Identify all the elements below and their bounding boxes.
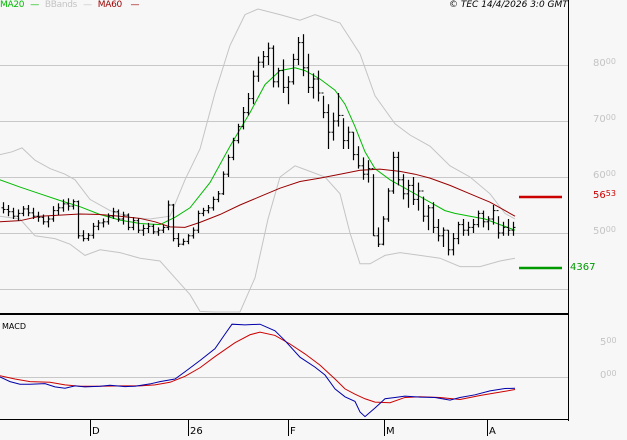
bollinger-bands	[0, 8, 516, 313]
time-tick-label: 26	[190, 426, 203, 437]
price-tick-label: 5000	[593, 225, 616, 237]
moving-averages	[0, 67, 516, 231]
macd-tick-label: 000	[600, 369, 617, 381]
price-tick-label: 7000	[593, 113, 616, 125]
resistance-label: 5653	[593, 189, 616, 201]
macd-tick-label: 500	[600, 336, 617, 348]
time-tick-label: D	[92, 426, 100, 437]
price-tick-label: 8000	[593, 57, 616, 69]
price-grid-lines	[0, 65, 568, 290]
price-ohlc-bars	[1, 34, 516, 256]
legend: MA20— BBands — MA60 —	[0, 0, 145, 11]
macd-lines	[0, 323, 516, 418]
copyright-timestamp: © TEC 14/4/2026 3:0 GMT	[449, 0, 568, 10]
time-tick-label: A	[489, 426, 496, 437]
time-tick-label: F	[290, 426, 296, 437]
time-axis-ticks	[90, 420, 488, 436]
price-tick-label: 6000	[593, 169, 616, 181]
legend-ma60: MA60 —	[97, 0, 140, 10]
support-label: 4367	[570, 262, 596, 273]
level-markers	[519, 195, 562, 270]
legend-ma20: MA20—	[0, 0, 39, 10]
legend-bbands: BBands —	[44, 0, 92, 10]
macd-title: MACD	[2, 322, 26, 331]
time-tick-label: M	[386, 426, 395, 437]
